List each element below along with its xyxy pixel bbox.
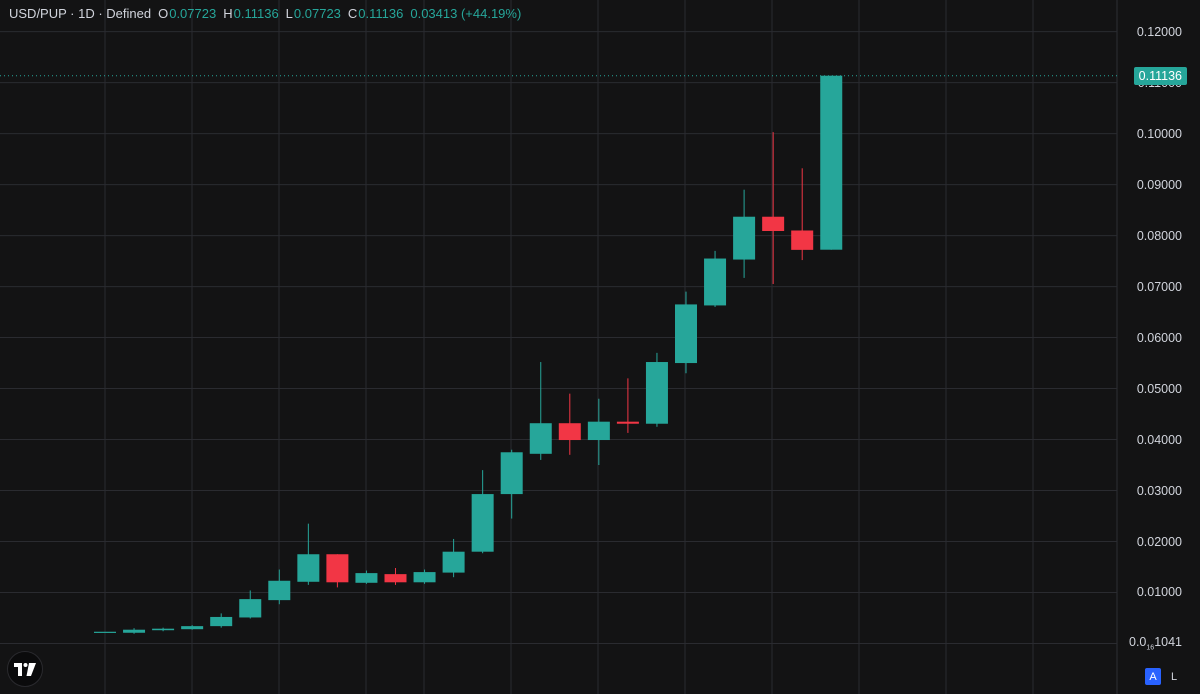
close-label: C <box>347 6 358 21</box>
legend: USD/PUP · 1D · Defined O 0.07723 H 0.11136… <box>9 6 521 21</box>
y-tick-label: 0.01000 <box>1136 585 1182 600</box>
candle-body <box>791 230 814 250</box>
change-value: 0.03413 (+44.19%) <box>410 6 522 21</box>
y-tick-label: 0.04000 <box>1136 432 1182 447</box>
y-tick-label: 0.02000 <box>1136 534 1182 549</box>
close-value: 0.11136 <box>358 6 404 21</box>
candle-body <box>820 75 843 250</box>
high-label: H <box>223 6 233 21</box>
y-tick-label: 0.08000 <box>1136 228 1182 243</box>
candle-body <box>587 421 610 441</box>
candle <box>675 291 697 374</box>
candle <box>413 569 436 584</box>
candle-body <box>268 580 291 601</box>
candle <box>791 168 814 261</box>
candles <box>94 75 843 634</box>
y-tick-label: 0.03000 <box>1136 483 1182 498</box>
candle-body <box>210 616 233 627</box>
candle <box>181 625 204 630</box>
candle <box>384 568 407 585</box>
candle <box>471 470 494 554</box>
high-value: 0.11136 <box>233 6 279 21</box>
y-tick-label: 0.05000 <box>1136 381 1182 396</box>
candle-body <box>442 551 465 573</box>
last-price-tag: 0.11136 <box>1133 66 1187 85</box>
y-tick-label: 0.07000 <box>1136 279 1182 294</box>
candle <box>239 590 262 619</box>
candle <box>529 362 552 460</box>
low-value: 0.07723 <box>293 6 341 21</box>
candle-body <box>500 452 523 495</box>
candle <box>94 631 116 633</box>
tradingview-logo-icon <box>14 662 36 676</box>
low-label: L <box>285 6 293 21</box>
log-scale-button[interactable]: L <box>1170 670 1178 683</box>
candle <box>297 523 320 585</box>
candle <box>210 613 233 628</box>
y-tick-label: 0.10000 <box>1136 126 1182 141</box>
open-value: 0.07723 <box>169 6 217 21</box>
candle <box>616 378 639 433</box>
y-tick-label: 0.09000 <box>1136 177 1182 192</box>
open-label: O <box>158 6 169 21</box>
candle-body <box>704 258 727 306</box>
candle-body <box>616 421 639 424</box>
candle <box>645 352 668 427</box>
candle <box>152 627 175 632</box>
symbol-label[interactable]: USD/PUP · 1D · Defined <box>9 6 152 21</box>
candle-body <box>239 599 262 618</box>
candle <box>820 75 843 250</box>
candle <box>762 132 785 285</box>
candle-body <box>326 554 349 583</box>
candle-body <box>413 572 436 583</box>
candle <box>355 570 378 584</box>
candle-body <box>297 554 320 582</box>
candle-body <box>384 574 407 583</box>
y-tick-label: 0.12000 <box>1136 24 1182 39</box>
candle-body <box>675 304 697 364</box>
y-tick-bottom: 0.0161041 <box>1129 635 1182 652</box>
candle <box>500 449 523 519</box>
candle-body <box>355 573 378 583</box>
grid-lines <box>0 0 1118 694</box>
candle-body <box>558 423 581 441</box>
candle-body <box>181 626 204 630</box>
candle <box>268 569 291 605</box>
candle <box>587 398 610 466</box>
candle-body <box>123 629 146 633</box>
candle <box>733 189 756 278</box>
candle <box>123 628 146 634</box>
candle <box>442 538 465 578</box>
candle <box>704 250 727 307</box>
candle-body <box>471 494 494 552</box>
candle-body <box>529 423 552 454</box>
candle-body <box>645 362 668 424</box>
candle <box>326 554 349 588</box>
candle-body <box>762 216 785 231</box>
candle-body <box>733 216 756 260</box>
candle-body <box>152 628 175 631</box>
tradingview-logo[interactable] <box>7 651 43 687</box>
auto-scale-button[interactable]: A <box>1145 668 1161 685</box>
candle-body <box>94 631 116 633</box>
candle <box>558 393 581 455</box>
y-tick-label: 0.06000 <box>1136 330 1182 345</box>
